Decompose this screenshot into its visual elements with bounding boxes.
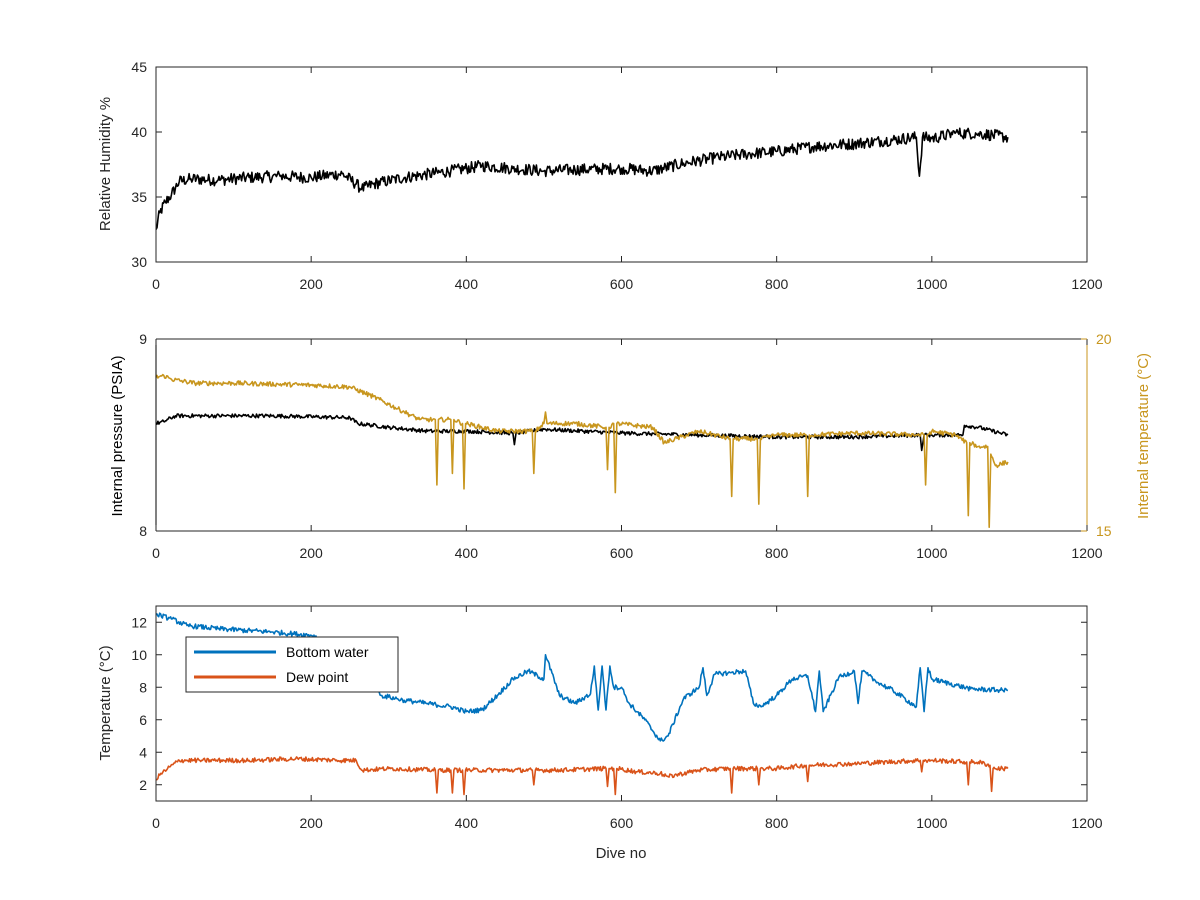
humidity-ytick-label: 30 — [131, 254, 147, 270]
humidity-ylabel: Relative Humidity % — [97, 97, 114, 231]
legend: Bottom water Dew point — [185, 636, 399, 693]
pressure-ticks: 0 200 400 600 800 1000 1200 8 9 15 20 — [139, 331, 1112, 561]
humidity-ytick-label: 40 — [131, 124, 147, 140]
temperature-ylabel: Temperature (°C) — [97, 645, 114, 760]
pressure-data-lines — [155, 373, 1009, 528]
pressure-xtick-label: 0 — [152, 545, 160, 561]
humidity-xtick-label: 1200 — [1071, 276, 1102, 292]
temperature-ytick-label: 6 — [139, 712, 147, 728]
humidity-ticks: 0 200 400 600 800 1000 1200 30 35 40 45 — [131, 59, 1102, 292]
pressure-ytick-label-right: 20 — [1096, 331, 1112, 347]
pressure-ytick-label: 9 — [139, 331, 147, 347]
pressure-series-0-line — [155, 413, 1009, 452]
temperature-data-lines — [155, 612, 1009, 796]
pressure-ytick-label: 8 — [139, 523, 147, 539]
pressure-panel: 0 200 400 600 800 1000 1200 8 9 15 20 Internal pre… — [109, 331, 1152, 561]
pressure-ylabel-right: Internal temperature (°C) — [1135, 353, 1152, 519]
temperature-xtick-label: 200 — [299, 815, 323, 831]
pressure-xtick-label: 600 — [610, 545, 634, 561]
temperature-ytick-label: 8 — [139, 679, 147, 695]
temperature-xtick-label: 400 — [455, 815, 479, 831]
legend-label-bottom-water: Bottom water — [286, 644, 369, 660]
temperature-xtick-label: 800 — [765, 815, 789, 831]
humidity-ytick-label: 45 — [131, 59, 147, 75]
pressure-xtick-label: 200 — [299, 545, 323, 561]
pressure-xtick-label: 1200 — [1071, 545, 1102, 561]
humidity-data-lines — [155, 127, 1009, 230]
humidity-xtick-label: 800 — [765, 276, 789, 292]
temperature-xlabel: Dive no — [596, 845, 647, 862]
humidity-xtick-label: 600 — [610, 276, 634, 292]
temperature-xtick-label: 0 — [152, 815, 160, 831]
humidity-ytick-label: 35 — [131, 189, 147, 205]
temperature-xtick-label: 600 — [610, 815, 634, 831]
pressure-xtick-label: 1000 — [916, 545, 947, 561]
temperature-ticks: 0 200 400 600 800 1000 1200 2 4 6 8 10 12 — [131, 606, 1103, 831]
humidity-panel: 0 200 400 600 800 1000 1200 30 35 40 45 Relative H… — [97, 59, 1103, 292]
temperature-ytick-label: 2 — [139, 777, 147, 793]
humidity-xtick-label: 1000 — [916, 276, 947, 292]
temperature-xtick-label: 1000 — [916, 815, 947, 831]
legend-label-dew-point: Dew point — [286, 669, 348, 685]
temperature-series-0-line — [155, 612, 1009, 742]
temperature-xtick-label: 1200 — [1071, 815, 1102, 831]
pressure-xtick-label: 800 — [765, 545, 789, 561]
humidity-xtick-label: 200 — [299, 276, 323, 292]
humidity-series-0-line — [155, 127, 1009, 230]
pressure-ytick-label-right: 15 — [1096, 523, 1112, 539]
pressure-series-1-line — [155, 373, 1009, 528]
humidity-xtick-label: 0 — [152, 276, 160, 292]
temperature-ytick-label: 10 — [131, 647, 147, 663]
pressure-xtick-label: 400 — [455, 545, 479, 561]
temperature-ytick-label: 4 — [139, 744, 147, 760]
temperature-series-1-line — [155, 756, 1009, 796]
humidity-xtick-label: 400 — [455, 276, 479, 292]
legend-box — [185, 636, 399, 693]
temperature-panel: 0 200 400 600 800 1000 1200 2 4 6 8 10 12 Temperatur… — [97, 605, 1103, 862]
pressure-ylabel: Internal pressure (PSIA) — [109, 356, 126, 517]
temperature-ytick-label: 12 — [131, 614, 147, 630]
humidity-axes-box — [155, 66, 1088, 263]
